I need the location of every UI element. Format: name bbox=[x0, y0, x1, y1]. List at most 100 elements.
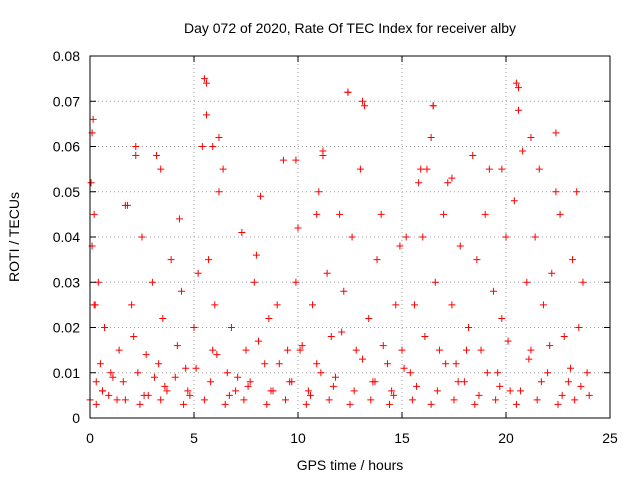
data-point bbox=[223, 369, 231, 377]
data-point bbox=[566, 364, 574, 372]
data-point bbox=[244, 382, 252, 390]
data-point bbox=[392, 301, 400, 309]
data-point bbox=[157, 396, 165, 404]
data-point bbox=[554, 400, 562, 408]
data-point bbox=[552, 188, 560, 196]
data-point bbox=[317, 369, 325, 377]
data-point bbox=[138, 233, 146, 241]
data-point bbox=[358, 355, 366, 363]
data-point bbox=[410, 301, 418, 309]
data-point bbox=[512, 400, 520, 408]
x-tick-label: 0 bbox=[86, 430, 94, 446]
data-point bbox=[388, 387, 396, 395]
data-point bbox=[96, 360, 104, 368]
data-point bbox=[531, 233, 539, 241]
data-point bbox=[90, 210, 98, 218]
data-point bbox=[502, 233, 510, 241]
data-point bbox=[234, 373, 242, 381]
data-point bbox=[452, 360, 460, 368]
data-point bbox=[263, 400, 271, 408]
data-point bbox=[309, 301, 317, 309]
data-point bbox=[485, 165, 493, 173]
data-point bbox=[130, 333, 138, 341]
data-point bbox=[585, 391, 593, 399]
data-point bbox=[429, 102, 437, 110]
data-point bbox=[121, 396, 129, 404]
data-point bbox=[257, 192, 265, 200]
data-point bbox=[415, 179, 423, 187]
data-point bbox=[294, 224, 302, 232]
data-point bbox=[346, 400, 354, 408]
y-tick-label: 0.03 bbox=[53, 274, 80, 290]
data-point bbox=[552, 129, 560, 137]
data-point bbox=[150, 373, 158, 381]
data-point bbox=[377, 210, 385, 218]
x-tick-label: 25 bbox=[602, 430, 618, 446]
data-point bbox=[136, 400, 144, 408]
y-tick-labels: 0 0.01 0.02 0.03 0.04 0.05 0.06 0.07 0.08 bbox=[53, 48, 80, 426]
data-point bbox=[473, 256, 481, 264]
data-point bbox=[490, 287, 498, 295]
data-point bbox=[252, 251, 260, 259]
data-point bbox=[202, 111, 210, 119]
data-point bbox=[186, 391, 194, 399]
data-point bbox=[109, 373, 117, 381]
x-tick-label: 20 bbox=[498, 430, 514, 446]
data-point bbox=[450, 396, 458, 404]
data-point bbox=[240, 396, 248, 404]
data-point bbox=[304, 387, 312, 395]
data-point bbox=[510, 197, 518, 205]
data-point bbox=[371, 378, 379, 386]
data-point bbox=[119, 378, 127, 386]
data-point bbox=[200, 396, 208, 404]
data-point bbox=[167, 256, 175, 264]
y-tick-label: 0.07 bbox=[53, 93, 80, 109]
data-point bbox=[265, 314, 273, 322]
data-point bbox=[383, 360, 391, 368]
data-point bbox=[184, 387, 192, 395]
data-point bbox=[205, 256, 213, 264]
data-point bbox=[107, 369, 115, 377]
data-point bbox=[406, 369, 414, 377]
data-point bbox=[483, 369, 491, 377]
data-point bbox=[498, 314, 506, 322]
data-point bbox=[292, 156, 300, 164]
data-point bbox=[175, 215, 183, 223]
data-point bbox=[421, 333, 429, 341]
chart-title: Day 072 of 2020, Rate Of TEC Index for r… bbox=[184, 20, 516, 36]
data-point bbox=[512, 79, 520, 87]
data-point bbox=[519, 147, 527, 155]
data-point bbox=[313, 360, 321, 368]
data-point bbox=[504, 337, 512, 345]
axis-ticks bbox=[89, 55, 611, 419]
x-tick-label: 15 bbox=[394, 430, 410, 446]
data-point bbox=[546, 342, 554, 350]
data-point bbox=[115, 346, 123, 354]
data-point bbox=[92, 400, 100, 408]
data-point bbox=[564, 378, 572, 386]
data-point bbox=[442, 360, 450, 368]
data-point bbox=[180, 400, 188, 408]
data-point bbox=[232, 387, 240, 395]
data-point bbox=[207, 378, 215, 386]
data-point bbox=[313, 210, 321, 218]
data-point bbox=[344, 88, 352, 96]
data-point bbox=[267, 387, 275, 395]
data-point bbox=[448, 301, 456, 309]
data-point bbox=[435, 346, 443, 354]
data-point bbox=[365, 314, 373, 322]
data-point bbox=[219, 165, 227, 173]
data-point bbox=[408, 396, 416, 404]
data-point bbox=[440, 210, 448, 218]
data-point bbox=[494, 369, 502, 377]
data-point bbox=[279, 156, 287, 164]
data-point bbox=[350, 387, 358, 395]
data-point bbox=[523, 278, 531, 286]
data-point bbox=[361, 102, 369, 110]
data-point bbox=[302, 400, 310, 408]
data-point bbox=[537, 378, 545, 386]
data-point bbox=[182, 364, 190, 372]
data-point bbox=[338, 328, 346, 336]
data-point bbox=[558, 391, 566, 399]
y-tick-label: 0.05 bbox=[53, 184, 80, 200]
